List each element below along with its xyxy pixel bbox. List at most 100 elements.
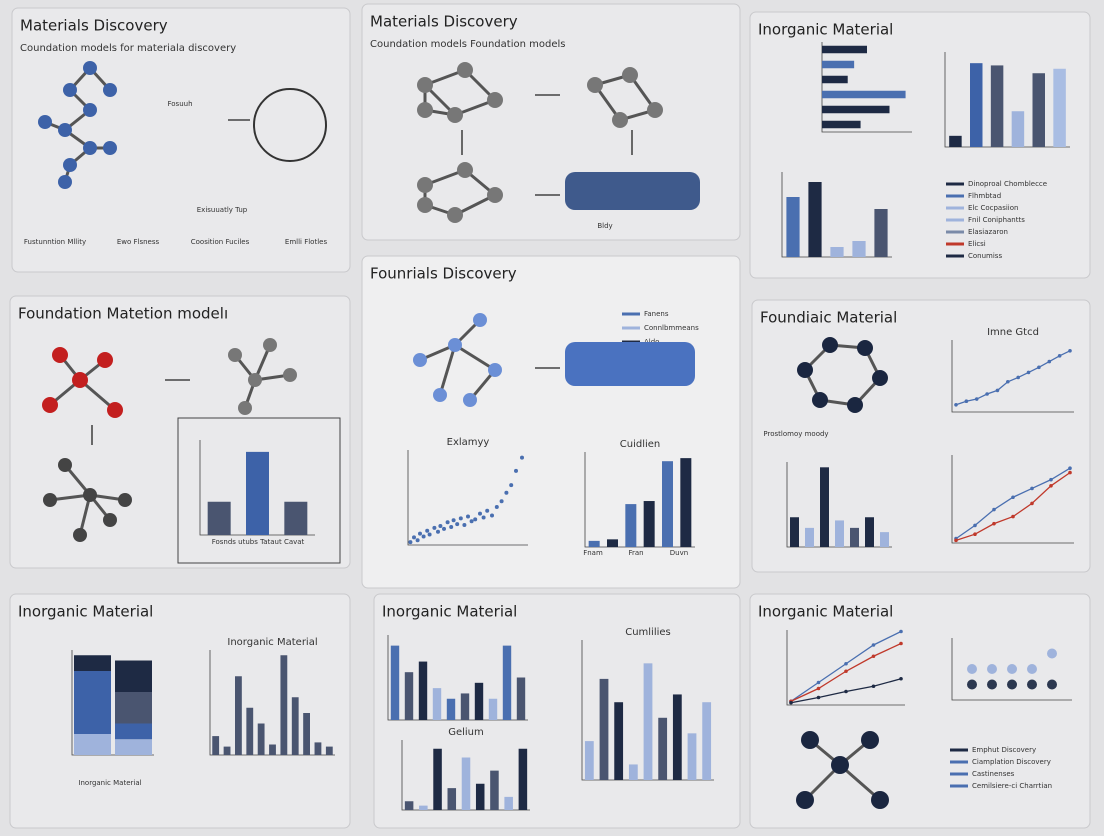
point xyxy=(485,508,490,513)
point xyxy=(1016,375,1020,380)
bar xyxy=(325,746,333,755)
bar xyxy=(1053,68,1066,147)
bar xyxy=(207,501,231,535)
legend-label: Dinoproal Chomblecce xyxy=(968,180,1047,188)
bar xyxy=(212,736,220,755)
atom xyxy=(43,493,57,507)
axis xyxy=(944,52,1070,148)
panel xyxy=(751,299,1091,573)
atom xyxy=(812,392,828,408)
atom xyxy=(417,177,433,193)
legend-label: Flhmbtad xyxy=(968,192,1001,200)
point xyxy=(1011,514,1015,519)
atom xyxy=(488,363,502,377)
bar xyxy=(460,693,470,720)
axis xyxy=(951,638,1072,701)
bar xyxy=(680,458,692,547)
label: Fran xyxy=(628,549,643,557)
bar xyxy=(280,655,288,755)
atom xyxy=(871,791,889,809)
panel xyxy=(373,593,741,829)
chart-title: Cumlilies xyxy=(625,627,671,638)
legend-label: Elicsi xyxy=(968,240,986,248)
atom xyxy=(847,397,863,413)
point xyxy=(1007,679,1017,690)
bar xyxy=(607,539,618,547)
device xyxy=(565,342,695,386)
atom xyxy=(857,340,873,356)
label: Ewo Flsness xyxy=(117,238,160,246)
point xyxy=(871,643,876,647)
bar xyxy=(404,672,414,720)
bar xyxy=(584,741,594,780)
panel-title: Founrials Discovery xyxy=(370,265,517,283)
legend-label: Connlbmmeans xyxy=(644,324,699,332)
atom xyxy=(647,102,663,118)
label: Bldy xyxy=(597,222,612,230)
label: Fosnds utubs Tataut Cavat xyxy=(212,538,305,546)
atom xyxy=(861,731,879,749)
atom xyxy=(447,107,463,123)
point xyxy=(436,529,440,534)
atom xyxy=(612,112,628,128)
point xyxy=(1037,365,1041,370)
bar xyxy=(518,748,528,810)
atom xyxy=(263,338,277,352)
point xyxy=(871,654,876,659)
point xyxy=(499,499,504,504)
point xyxy=(458,516,463,521)
legend-label: Fanens xyxy=(644,310,669,318)
bar xyxy=(504,796,513,810)
point xyxy=(899,629,903,634)
bar-segment xyxy=(115,739,152,755)
bar xyxy=(446,698,456,720)
axis xyxy=(584,452,695,548)
bar xyxy=(1032,73,1045,147)
point xyxy=(455,522,460,527)
atom xyxy=(457,62,473,78)
atom xyxy=(63,83,77,97)
atom xyxy=(417,102,433,118)
point xyxy=(1030,501,1034,506)
atom xyxy=(103,141,117,155)
bar xyxy=(433,748,442,810)
atom xyxy=(73,528,87,542)
bar xyxy=(970,63,983,148)
bar xyxy=(447,788,457,810)
point xyxy=(1068,349,1072,353)
bar-segment xyxy=(74,671,111,734)
atom xyxy=(97,352,113,368)
point xyxy=(987,664,997,674)
bar xyxy=(850,527,859,547)
label: Inorganic Material xyxy=(78,779,141,787)
point xyxy=(816,695,821,700)
panel-title: Foundation Matetion modelı xyxy=(18,305,228,323)
point xyxy=(1068,466,1072,471)
point xyxy=(466,514,470,519)
point xyxy=(469,519,474,524)
point xyxy=(427,532,432,537)
point xyxy=(1007,664,1017,674)
atom xyxy=(107,402,123,418)
point xyxy=(478,511,482,516)
atom xyxy=(587,77,603,93)
point xyxy=(442,526,446,531)
bar xyxy=(852,241,866,257)
point xyxy=(1047,648,1057,659)
bar xyxy=(269,744,276,755)
bar xyxy=(990,65,1004,147)
bar xyxy=(475,783,485,810)
axis xyxy=(581,640,714,781)
axis xyxy=(199,440,315,536)
atom xyxy=(433,388,447,402)
bar-segment xyxy=(115,723,152,740)
atom xyxy=(58,175,72,189)
bar xyxy=(822,75,848,84)
point xyxy=(514,468,518,473)
atom xyxy=(103,513,117,527)
point xyxy=(1068,470,1072,475)
bond xyxy=(438,344,457,396)
bar xyxy=(303,713,310,755)
box xyxy=(177,417,341,564)
bar xyxy=(490,770,499,810)
